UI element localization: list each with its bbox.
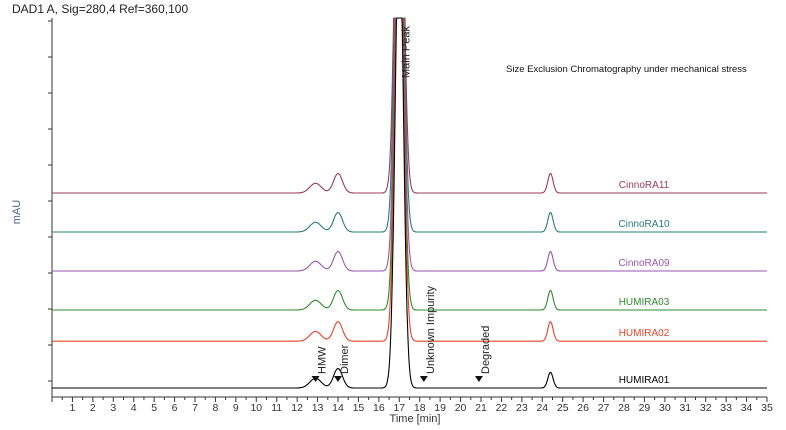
- series-label-humira03: HUMIRA03: [619, 297, 670, 308]
- x-tick-label: 1: [70, 402, 76, 414]
- x-tick-label: 18: [414, 402, 426, 414]
- annotation-arrow: [334, 376, 342, 382]
- x-tick-label: 19: [434, 402, 446, 414]
- x-tick-label: 22: [496, 402, 508, 414]
- series-label-cinnora09: CinnoRA09: [618, 258, 670, 269]
- series-label-humira01: HUMIRA01: [619, 375, 670, 386]
- annotation-dimer: Dimer: [339, 344, 351, 374]
- series-line-humira02: [52, 17, 767, 342]
- axes: 1 2 3 4 5 6 7 8 9 10 11 12 13 14 15 16 17 18 19 20 21 22 23 24 2…: [48, 18, 773, 414]
- x-tick-label: 8: [213, 402, 219, 414]
- x-tick-label: 17: [393, 402, 405, 414]
- chart-title: Size Exclusion Chromatography under mech…: [506, 64, 747, 75]
- annotation-arrow: [474, 376, 483, 382]
- annotation-unknown-impurity: Unknown Impurity: [425, 285, 437, 374]
- x-tick-label: 32: [700, 402, 712, 414]
- x-tick-label: 13: [312, 402, 324, 414]
- x-tick-label: 33: [720, 402, 732, 414]
- series-label-cinnora10: CinnoRA10: [618, 219, 670, 230]
- series-line-humira01: [52, 17, 767, 389]
- series-label-cinnora11: CinnoRA11: [619, 180, 670, 191]
- x-tick-label: 30: [659, 402, 671, 414]
- x-tick-label: 14: [332, 402, 344, 414]
- x-tick-label: 26: [577, 402, 589, 414]
- x-tick-label: 35: [761, 402, 773, 414]
- annotation-arrow: [311, 376, 320, 382]
- x-tick-label: 5: [151, 402, 157, 414]
- series-labels: CinnoRA11 CinnoRA10 CinnoRA09 HUMIRA03 HUMIR…: [618, 180, 670, 386]
- x-tick-label: 2: [90, 402, 96, 414]
- annotation-degraded: Degraded: [480, 326, 492, 374]
- x-tick-label: 28: [618, 402, 630, 414]
- y-axis-label: mAU: [11, 200, 23, 225]
- x-tick-label: 24: [536, 402, 548, 414]
- annotation-arrow: [419, 376, 428, 382]
- x-tick-label: 25: [557, 402, 569, 414]
- x-tick-label: 10: [250, 402, 262, 414]
- series-label-humira02: HUMIRA02: [619, 328, 670, 339]
- x-tick-label: 34: [741, 402, 753, 414]
- annotation-main-peak: Main Peak: [400, 26, 412, 78]
- x-tick-label: 15: [353, 402, 365, 414]
- series-line-cinnora09: [52, 17, 767, 272]
- traces: [52, 17, 767, 389]
- x-tick-label: 16: [373, 402, 385, 414]
- x-tick-label: 31: [679, 402, 691, 414]
- x-tick-label: 27: [598, 402, 610, 414]
- x-tick-label: 6: [172, 402, 178, 414]
- signal-label: DAD1 A, Sig=280,4 Ref=360,100: [12, 2, 188, 16]
- x-tick-label: 11: [271, 402, 282, 414]
- x-tick-label: 7: [192, 402, 198, 414]
- series-line-cinnora10: [52, 17, 767, 233]
- x-tick-label: 21: [475, 402, 487, 414]
- x-tick-label: 9: [233, 402, 239, 414]
- x-tick-label: 3: [110, 402, 116, 414]
- x-tick-label: 29: [639, 402, 651, 414]
- series-line-cinnora11: [52, 17, 767, 194]
- x-tick-label: 23: [516, 402, 528, 414]
- x-tick-label: 20: [455, 402, 467, 414]
- peak-annotations: HMW Dimer Main Peak Unknown Impurity Degrade…: [311, 26, 492, 382]
- x-axis-label: Time [min]: [390, 413, 441, 425]
- x-tick-label: 4: [131, 402, 137, 414]
- x-tick-label: 12: [291, 402, 303, 414]
- annotation-hmw: HMW: [317, 346, 329, 374]
- series-line-humira03: [52, 17, 767, 311]
